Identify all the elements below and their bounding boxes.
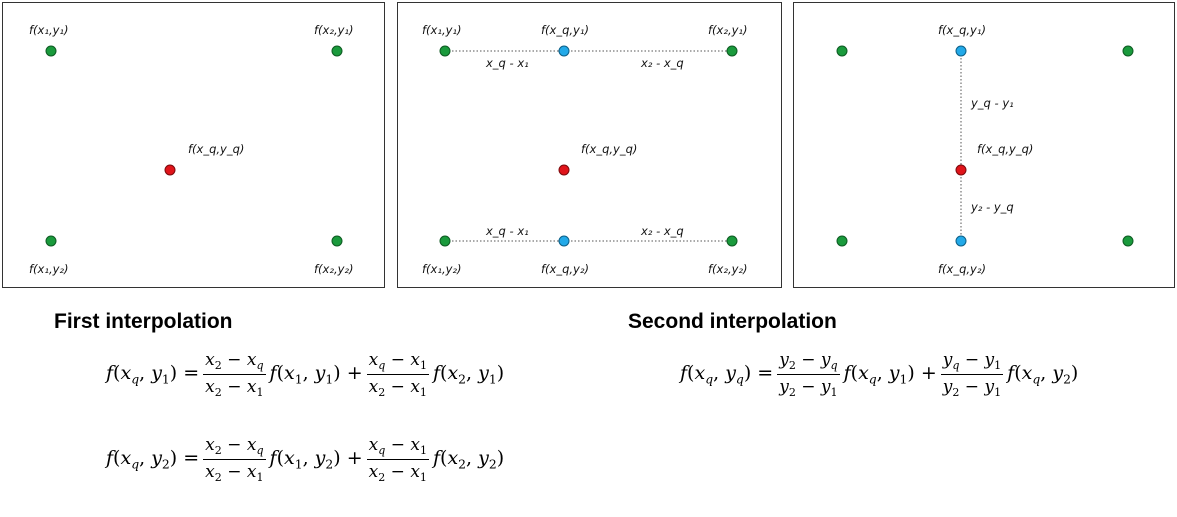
label-f-x2-y2: f(x₂,y₂) — [314, 262, 354, 276]
point-x1-y1 — [45, 45, 57, 57]
second-interpolation-heading: Second interpolation — [628, 310, 837, 333]
point-corner-top-right — [1122, 45, 1134, 57]
point-corner-bottom-right — [1122, 235, 1134, 247]
second-interpolation-panel: f(x_q,y₁) y_q - y₁ f(x_q,y_q) y₂ - y_q f… — [793, 2, 1175, 288]
point-x2-y2 — [726, 235, 738, 247]
label-f-xq-yq: f(x_q,y_q) — [188, 142, 244, 156]
point-x2-y1 — [331, 45, 343, 57]
equation-f-xq-y2: f(xq, y2) = x2 − xq x2 − x1 f(x1, y2) + x… — [106, 435, 505, 484]
label-f-xq-yq: f(x_q,y_q) — [977, 142, 1033, 156]
label-f-x1-y2: f(x₁,y₂) — [422, 262, 462, 276]
point-xq-y1 — [955, 45, 967, 57]
dist-x2-minus-xq-bottom: x₂ - x_q — [640, 224, 684, 238]
second-interpolation-figure: f(x_q,y₁) y_q - y₁ f(x_q,y_q) y₂ - y_q f… — [836, 23, 1134, 276]
point-x1-y2 — [439, 235, 451, 247]
label-f-xq-y2: f(x_q,y₂) — [541, 262, 589, 276]
corner-points-figure: f(x₁,y₁) f(x₂,y₁) f(x_q,y_q) f(x₁,y₂) f(… — [29, 23, 354, 276]
dist-xq-minus-x1-bottom: x_q - x₁ — [485, 224, 529, 238]
dist-y2-minus-yq: y₂ - y_q — [970, 200, 1014, 214]
label-f-xq-yq: f(x_q,y_q) — [581, 142, 637, 156]
point-x1-y2 — [45, 235, 57, 247]
first-interpolation-figure: f(x₁,y₁) f(x_q,y₁) f(x₂,y₁) x_q - x₁ x₂ … — [422, 23, 748, 276]
corner-points-panel: f(x₁,y₁) f(x₂,y₁) f(x_q,y_q) f(x₁,y₂) f(… — [2, 2, 385, 288]
point-xq-yq — [164, 164, 176, 176]
label-f-x2-y1: f(x₂,y₁) — [708, 23, 748, 37]
label-f-x2-y2: f(x₂,y₂) — [708, 262, 748, 276]
point-xq-yq — [558, 164, 570, 176]
equation-f-xq-y1: f(xq, y1) = x2 − xq x2 − x1 f(x1, y1) + x… — [106, 350, 505, 399]
dist-x2-minus-xq-top: x₂ - x_q — [640, 56, 684, 70]
point-xq-y2 — [955, 235, 967, 247]
label-f-xq-y1: f(x_q,y₁) — [541, 23, 589, 37]
point-corner-bottom-left — [836, 235, 848, 247]
point-corner-top-left — [836, 45, 848, 57]
point-xq-y2 — [558, 235, 570, 247]
equation-f-xq-yq: f(xq, yq) = y2 − yq y2 − y1 f(xq, y1) + y… — [680, 350, 1079, 399]
point-xq-yq — [955, 164, 967, 176]
label-f-x1-y1: f(x₁,y₁) — [29, 23, 69, 37]
first-interpolation-panel: f(x₁,y₁) f(x_q,y₁) f(x₂,y₁) x_q - x₁ x₂ … — [397, 2, 782, 288]
point-x1-y1 — [439, 45, 451, 57]
dist-xq-minus-x1-top: x_q - x₁ — [485, 56, 529, 70]
point-xq-y1 — [558, 45, 570, 57]
point-x2-y1 — [726, 45, 738, 57]
label-f-xq-y1: f(x_q,y₁) — [938, 23, 986, 37]
first-interpolation-heading: First interpolation — [54, 310, 233, 333]
label-f-x2-y1: f(x₂,y₁) — [314, 23, 354, 37]
label-f-xq-y2: f(x_q,y₂) — [938, 262, 986, 276]
label-f-x1-y1: f(x₁,y₁) — [422, 23, 462, 37]
label-f-x1-y2: f(x₁,y₂) — [29, 262, 69, 276]
point-x2-y2 — [331, 235, 343, 247]
dist-yq-minus-y1: y_q - y₁ — [970, 96, 1014, 110]
